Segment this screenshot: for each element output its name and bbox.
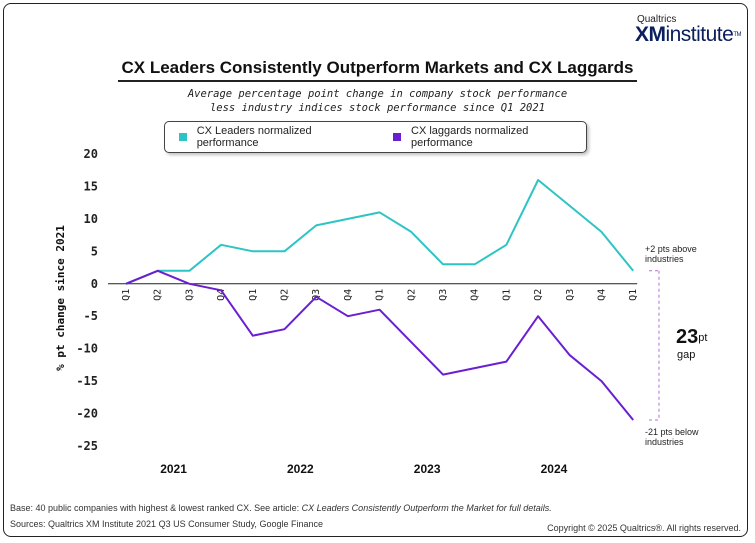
y-tick-label: 15 bbox=[84, 179, 98, 193]
y-tick-label: -20 bbox=[76, 407, 98, 421]
annotation-top-line-1: +2 pts above bbox=[645, 244, 697, 254]
x-tick-label: Q4 bbox=[343, 289, 354, 301]
footer-copyright: Copyright © 2025 Qualtrics®. All rights … bbox=[547, 523, 741, 533]
legend-item-laggards: CX laggards normalized performance bbox=[393, 125, 586, 149]
gap-label: gap bbox=[677, 349, 695, 361]
y-tick-label: 5 bbox=[91, 244, 98, 258]
x-tick-label: Q2 bbox=[533, 289, 544, 301]
legend-swatch-laggards bbox=[393, 133, 402, 141]
title-underline bbox=[118, 80, 637, 82]
x-tick-label: Q4 bbox=[216, 289, 227, 301]
x-tick-label: Q1 bbox=[375, 289, 386, 301]
subtitle-line-1: Average percentage point change in compa… bbox=[187, 88, 568, 100]
x-tick-label: Q1 bbox=[248, 289, 259, 301]
x-tick-label: Q1 bbox=[121, 289, 132, 301]
gap-value-label: 23pt bbox=[676, 326, 707, 348]
x-tick-label: Q2 bbox=[280, 289, 291, 301]
y-axis-label: % pt change since 2021 bbox=[54, 225, 67, 371]
x-tick-label: Q1 bbox=[501, 289, 512, 301]
chart-frame bbox=[3, 3, 748, 537]
brand-xm: XM bbox=[634, 23, 666, 46]
gap-value: 23 bbox=[676, 326, 698, 348]
brand-institute: institute bbox=[665, 23, 734, 46]
year-label: 2021 bbox=[160, 462, 187, 476]
brand-logo: Qualtrics XMinstituteTM bbox=[634, 14, 742, 46]
x-tick-label: Q4 bbox=[470, 289, 481, 301]
x-tick-label: Q2 bbox=[406, 289, 417, 301]
y-tick-label: -15 bbox=[76, 374, 98, 388]
y-tick-label: -10 bbox=[76, 342, 98, 356]
x-tick-label: Q4 bbox=[597, 289, 608, 301]
series-lines bbox=[125, 179, 634, 421]
y-tick-label: -5 bbox=[84, 309, 98, 323]
subtitle-line-2: less industry indices stock performance … bbox=[209, 102, 546, 114]
x-tick-label: Q3 bbox=[438, 289, 449, 301]
footer-base-article: CX Leaders Consistently Outperform the M… bbox=[301, 503, 552, 513]
annotation-bottom-line-1: -21 pts below bbox=[645, 427, 699, 437]
legend-label-leaders: CX Leaders normalized performance bbox=[196, 125, 312, 149]
y-tick-label: 20 bbox=[84, 147, 98, 161]
annotation-bottom-line-2: industries bbox=[645, 437, 684, 447]
y-axis-ticks: 20 15 10 5 0 -5 -10 -15 -20 -25 bbox=[76, 147, 98, 453]
series-line-laggards bbox=[125, 269, 634, 421]
year-labels: 2021 2022 2023 2024 bbox=[160, 462, 567, 476]
gap-unit: pt bbox=[698, 332, 707, 344]
annotation-top-line-2: industries bbox=[645, 254, 684, 264]
footer-sources: Sources: Qualtrics XM Institute 2021 Q3 … bbox=[10, 519, 323, 529]
series-line-leaders bbox=[125, 179, 634, 285]
year-label: 2023 bbox=[414, 462, 441, 476]
year-label: 2024 bbox=[541, 462, 568, 476]
legend-swatch-leaders bbox=[179, 133, 187, 141]
x-tick-label: Q1 bbox=[628, 289, 639, 301]
legend-label-laggards: CX laggards normalized performance bbox=[411, 125, 529, 149]
x-axis-ticks: Q1 Q2 Q3 Q4 Q1 Q2 Q3 Q4 Q1 Q2 Q3 Q4 Q1 Q2 Q3 Q4 Q1 bbox=[121, 289, 639, 301]
x-tick-label: Q3 bbox=[565, 289, 576, 301]
brand-tm: TM bbox=[733, 32, 741, 38]
brand-small-text: Qualtrics bbox=[636, 14, 677, 25]
footer-base-prefix: Base: 40 public companies with highest &… bbox=[10, 503, 302, 513]
x-tick-label: Q2 bbox=[153, 289, 164, 301]
y-tick-label: 10 bbox=[84, 212, 98, 226]
y-tick-label: -25 bbox=[76, 439, 98, 453]
chart-legend: CX Leaders normalized performance CX lag… bbox=[164, 121, 587, 153]
x-tick-label: Q3 bbox=[311, 289, 322, 301]
chart-title: CX Leaders Consistently Outperform Marke… bbox=[121, 58, 634, 77]
chart-subtitle: Average percentage point change in compa… bbox=[0, 87, 755, 115]
x-tick-label: Q3 bbox=[184, 289, 195, 301]
legend-item-leaders: CX Leaders normalized performance bbox=[179, 125, 369, 149]
footer-base: Base: 40 public companies with highest &… bbox=[10, 503, 552, 513]
year-label: 2022 bbox=[287, 462, 314, 476]
y-tick-label: 0 bbox=[91, 277, 98, 291]
